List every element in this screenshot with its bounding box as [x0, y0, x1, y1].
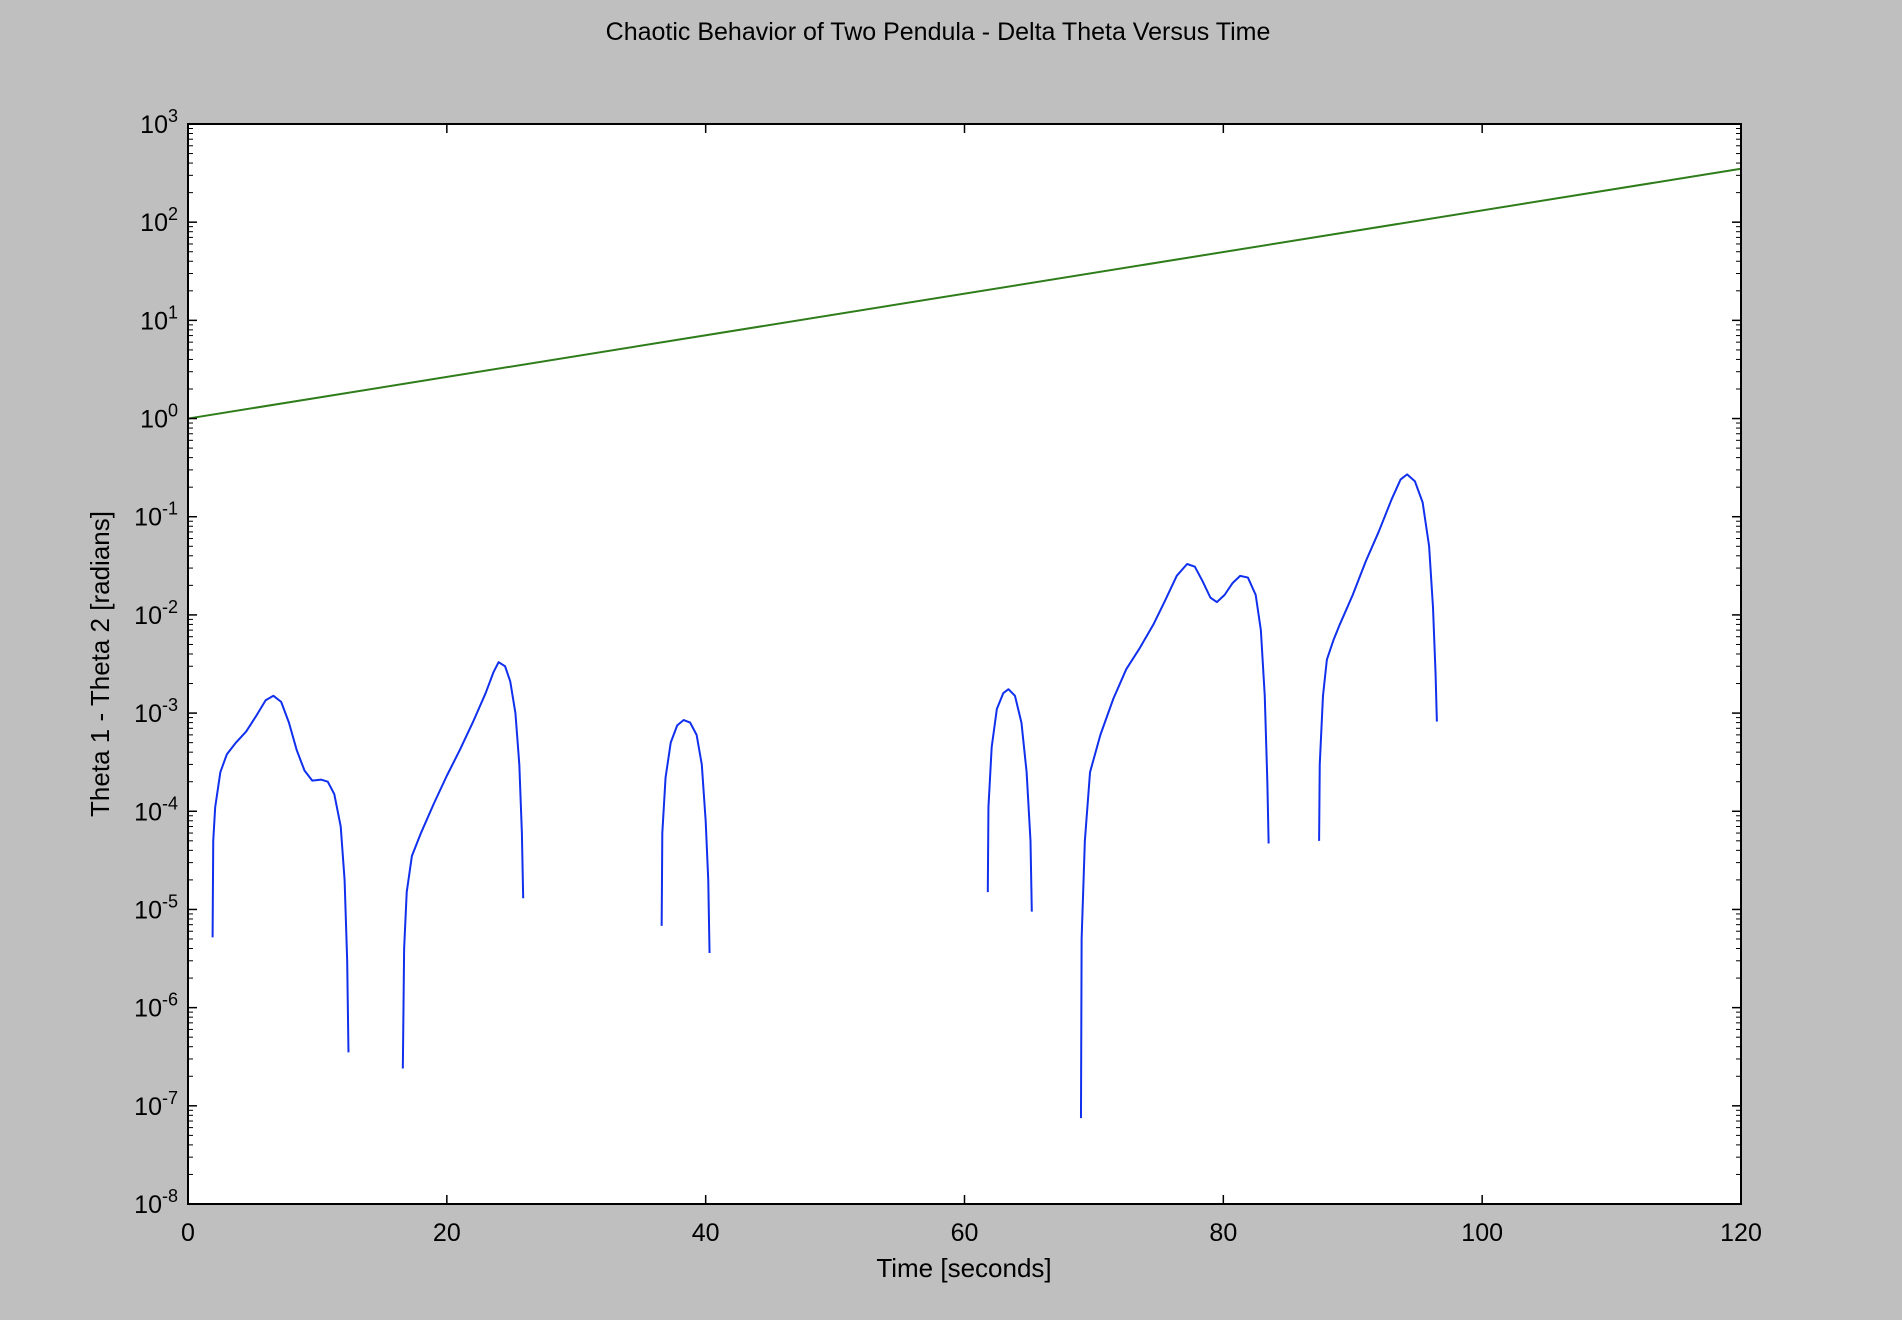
x-tick-label: 60: [951, 1219, 979, 1247]
tick-labels: 0 20 40 60 80 100 12010310210110010-110-210-31…: [134, 106, 1762, 1247]
y-tick-exponent: 1: [168, 302, 178, 322]
y-tick-base: 10: [134, 798, 162, 826]
chart-title: Chaotic Behavior of Two Pendula - Delta …: [606, 18, 1271, 46]
y-tick-label: 10-8: [134, 1186, 178, 1219]
y-tick-label: 10-3: [134, 695, 178, 728]
y-tick-base: 10: [134, 602, 162, 630]
y-tick-base: 10: [134, 1093, 162, 1121]
y-tick-base: 10: [134, 700, 162, 728]
y-tick-label: 10-5: [134, 891, 178, 924]
y-tick-exponent: -7: [162, 1088, 178, 1108]
x-tick-label: 120: [1720, 1219, 1762, 1247]
y-tick-exponent: -3: [162, 695, 178, 715]
y-tick-exponent: 2: [168, 204, 178, 224]
x-tick-label: 20: [433, 1219, 461, 1247]
y-tick-label: 101: [140, 302, 178, 335]
x-axis-label: Time [seconds]: [876, 1253, 1051, 1283]
y-tick-exponent: -6: [162, 990, 178, 1010]
series-1-line-2: [660, 719, 711, 954]
y-tick-base: 10: [140, 111, 168, 139]
series-1-line-0: [211, 694, 350, 1053]
series-1-line-1: [401, 661, 525, 1069]
y-tick-exponent: -4: [162, 793, 178, 813]
y-tick-base: 10: [140, 209, 168, 237]
y-tick-exponent: -1: [162, 499, 178, 519]
y-tick-label: 10-6: [134, 990, 178, 1023]
y-tick-exponent: -8: [162, 1186, 178, 1206]
x-tick-label: 40: [692, 1219, 720, 1247]
y-tick-base: 10: [134, 504, 162, 532]
series-1-line-5: [1318, 473, 1438, 841]
series-layer: [187, 167, 1742, 1119]
y-tick-label: 10-7: [134, 1088, 178, 1121]
series-1-line-3: [986, 688, 1033, 912]
y-tick-base: 10: [134, 995, 162, 1023]
y-tick-label: 100: [140, 401, 178, 434]
y-tick-label: 10-2: [134, 597, 178, 630]
y-tick-label: 10-1: [134, 499, 178, 532]
y-tick-exponent: -2: [162, 597, 178, 617]
series-0-line-0: [187, 167, 1742, 420]
x-tick-label: 0: [181, 1219, 195, 1247]
plot-frame: [187, 123, 1742, 1205]
y-tick-exponent: 0: [168, 401, 178, 421]
y-tick-exponent: 3: [168, 106, 178, 126]
y-tick-label: 10-4: [134, 793, 178, 826]
y-tick-base: 10: [134, 1191, 162, 1219]
y-tick-label: 103: [140, 106, 178, 139]
plot-area: [188, 124, 1741, 1204]
series-1-line-4: [1079, 563, 1270, 1119]
y-tick-base: 10: [134, 896, 162, 924]
y-tick-base: 10: [140, 307, 168, 335]
y-tick-exponent: -5: [162, 891, 178, 911]
y-tick-base: 10: [140, 406, 168, 434]
y-axis-label: Theta 1 - Theta 2 [radians]: [85, 511, 115, 817]
y-tick-label: 102: [140, 204, 178, 237]
x-tick-label: 100: [1461, 1219, 1503, 1247]
x-tick-label: 80: [1209, 1219, 1237, 1247]
